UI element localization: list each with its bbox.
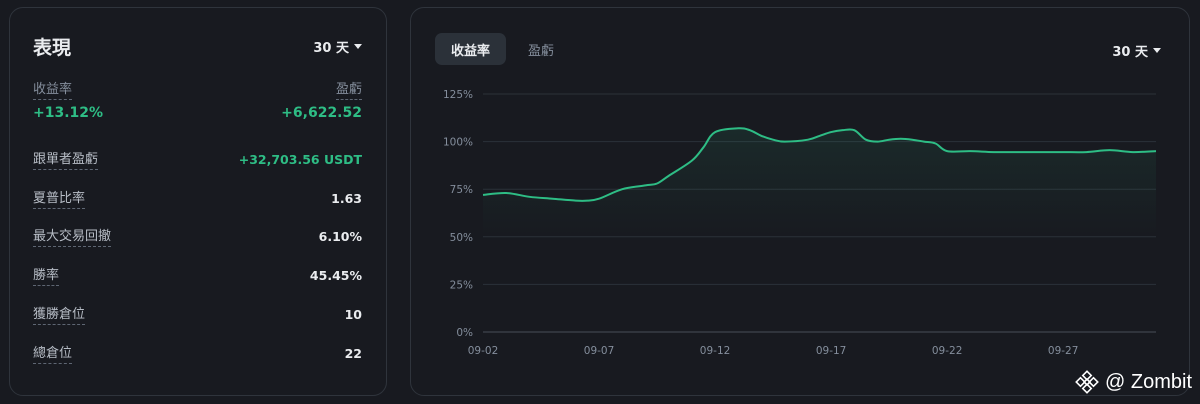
- stat-label: 總倉位: [33, 342, 73, 364]
- chart-tabs: 收益率 盈虧: [435, 33, 570, 65]
- binance-logo-icon: [1075, 370, 1099, 394]
- stat-value: 22: [344, 345, 362, 361]
- performance-card: 表現 30 天 收益率 盈虧 +13.12% +6,622.52 跟單者盈虧 +…: [9, 7, 387, 396]
- performance-header: 表現 30 天: [33, 33, 362, 59]
- watermark-text: @ Zombit: [1105, 370, 1192, 393]
- roi-chart: 0% 25% 50% 75% 100% 125% 09-02 09-07 09-12 09-17 0…: [443, 89, 1157, 357]
- stat-value: 6.10%: [318, 228, 362, 244]
- pnl-label: 盈虧: [335, 78, 362, 100]
- stat-value: 10: [344, 306, 362, 322]
- watermark: @ Zombit: [1075, 370, 1192, 394]
- stat-row-max-drawdown: 最大交易回撤 6.10%: [33, 225, 362, 247]
- x-tick-label: 09-02: [468, 345, 499, 357]
- stat-value: +32,703.56 USDT: [238, 151, 362, 167]
- stat-label: 獲勝倉位: [33, 303, 86, 325]
- roi-label: 收益率: [33, 78, 73, 100]
- kpi-values: +13.12% +6,622.52: [33, 105, 362, 121]
- stat-value: 1.63: [331, 190, 362, 206]
- roi-value: +13.12%: [33, 105, 104, 121]
- stat-label: 夏普比率: [33, 187, 86, 209]
- chart-period-dropdown[interactable]: 30 天: [1112, 41, 1161, 60]
- x-tick-label: 09-27: [1048, 345, 1079, 357]
- caret-down-icon: [1153, 48, 1161, 53]
- y-tick-label: 50%: [450, 232, 473, 244]
- stat-label: 最大交易回撤: [33, 225, 112, 247]
- stat-row-winning-positions: 獲勝倉位 10: [33, 303, 362, 325]
- y-tick-label: 75%: [450, 184, 473, 196]
- y-tick-label: 100%: [443, 137, 473, 149]
- stat-row-sharpe-ratio: 夏普比率 1.63: [33, 187, 362, 209]
- chart-card: 0% 25% 50% 75% 100% 125% 09-02 09-07 09-12 09-17 0…: [410, 7, 1190, 396]
- chart-period-label: 30 天: [1112, 45, 1148, 60]
- stat-label: 勝率: [33, 264, 60, 286]
- kpi-labels: 收益率 盈虧: [33, 78, 362, 100]
- stat-row-total-positions: 總倉位 22: [33, 342, 362, 364]
- performance-title: 表現: [33, 36, 72, 59]
- x-tick-label: 09-22: [932, 345, 963, 357]
- stat-row-copier-pnl: 跟單者盈虧 +32,703.56 USDT: [33, 148, 362, 170]
- tab-pnl[interactable]: 盈虧: [528, 43, 555, 59]
- x-tick-label: 09-07: [584, 345, 615, 357]
- x-tick-label: 09-12: [700, 345, 731, 357]
- stat-value: 45.45%: [309, 267, 362, 283]
- caret-down-icon: [354, 43, 362, 49]
- y-tick-label: 25%: [450, 279, 473, 291]
- roi-series-line: [482, 127, 1157, 202]
- x-tick-label: 09-17: [816, 345, 847, 357]
- tab-roi[interactable]: 收益率: [435, 33, 507, 65]
- stat-label: 跟單者盈虧: [33, 148, 99, 170]
- y-tick-label: 0%: [456, 327, 473, 339]
- y-tick-label: 125%: [443, 89, 473, 101]
- pnl-value: +6,622.52: [281, 105, 362, 121]
- stat-row-win-rate: 勝率 45.45%: [33, 264, 362, 286]
- performance-period-label: 30 天: [313, 40, 349, 56]
- area-fill: [483, 128, 1156, 237]
- performance-period-dropdown[interactable]: 30 天: [313, 37, 362, 56]
